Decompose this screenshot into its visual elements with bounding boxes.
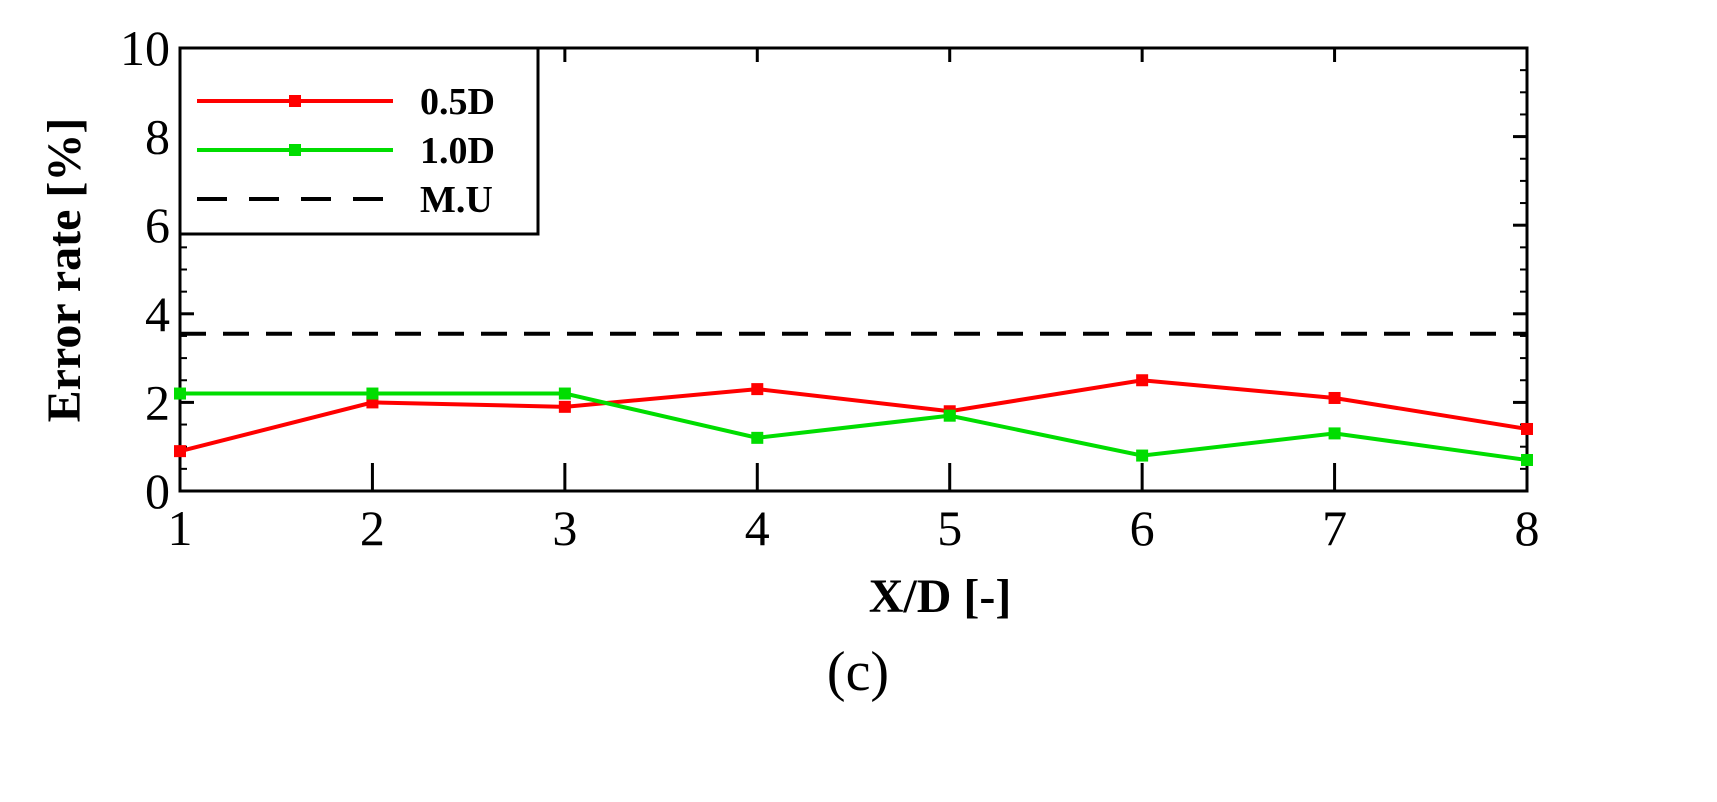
legend-box (178, 46, 540, 236)
data-point-0.5D (751, 383, 764, 396)
y-tick-label: 10 (120, 20, 170, 76)
data-point-0.5D (1136, 374, 1149, 387)
x-axis-title: X/D [-] (869, 570, 1012, 623)
data-point-0.5D (558, 400, 571, 413)
y-axis-ticks: 0 2 4 6 8 10 (120, 20, 1527, 519)
series-line-0.5D (179, 378, 1528, 454)
x-tick-label: 6 (1130, 500, 1155, 556)
data-point-1.0D (174, 387, 186, 400)
figure-caption: (c) (827, 641, 889, 703)
y-axis-title: Error rate [%] (38, 118, 91, 423)
series-line-1.0D (180, 391, 1528, 462)
legend-marker-1.0D (289, 144, 301, 156)
data-point-1.0D (1136, 449, 1149, 462)
data-point-1.0D (558, 387, 571, 400)
x-tick-label: 2 (360, 500, 385, 556)
x-tick-label: 3 (552, 500, 577, 556)
y-tick-label: 6 (145, 197, 170, 253)
data-point-1.0D (1328, 427, 1341, 440)
series-layer (174, 331, 1533, 466)
legend-label-1.0D: 1.0D (420, 130, 495, 172)
x-tick-label: 7 (1322, 500, 1347, 556)
x-tick-label: 4 (745, 500, 770, 556)
data-point-0.5D (1328, 391, 1341, 404)
y-tick-label: 4 (145, 286, 170, 342)
data-point-0.5D (174, 445, 186, 458)
data-point-1.0D (366, 387, 379, 400)
legend: 0.5D 1.0D M.U (178, 46, 540, 236)
data-point-1.0D (943, 409, 956, 422)
legend-label-M.U: M.U (420, 179, 493, 221)
y-tick-label: 0 (145, 463, 170, 519)
x-tick-label: 5 (937, 500, 962, 556)
x-tick-label: 1 (168, 500, 193, 556)
legend-marker-0.5D (289, 95, 301, 107)
legend-label-0.5D: 0.5D (420, 81, 495, 123)
data-point-1.0D (1521, 453, 1533, 466)
x-axis-ticks: 1 2 3 4 5 6 7 8 (168, 48, 1540, 556)
y-tick-label: 2 (145, 374, 170, 430)
x-tick-label: 8 (1515, 500, 1540, 556)
y-tick-label: 8 (145, 109, 170, 165)
data-point-0.5D (1521, 422, 1533, 435)
data-point-1.0D (751, 431, 764, 444)
